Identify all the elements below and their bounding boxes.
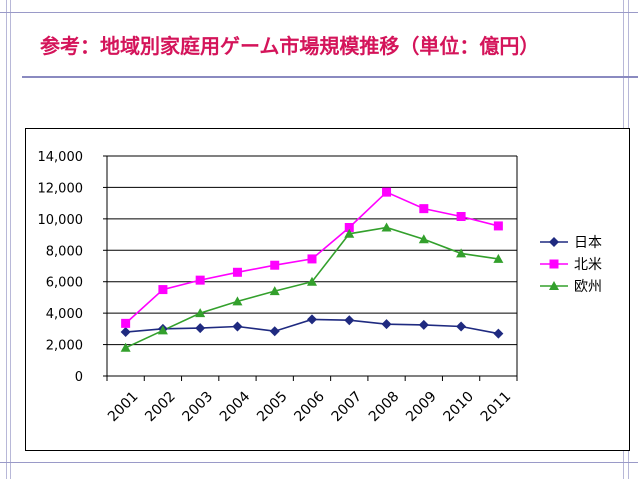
data-point-1 [232,267,242,277]
data-point-2 [195,308,206,318]
decor-top-line [0,12,638,13]
series-markers [120,187,504,352]
legend-marker-1 [549,259,559,269]
x-tick-label: 2010 [440,389,477,426]
y-tick-label: 2,000 [46,339,83,354]
data-point-1 [195,275,205,285]
title-underline [22,76,638,78]
x-tick-label: 2005 [254,389,291,426]
data-point-1 [307,254,317,264]
data-point-1 [270,260,280,270]
data-point-2 [307,276,317,286]
y-tick-label: 4,000 [46,307,83,322]
axes [103,155,518,381]
x-tick-label: 2009 [403,389,440,426]
y-tick-labels: 0 2,000 4,000 6,000 8,000 10,000 12,000 14,000 [38,150,84,385]
legend-label: 欧州 [574,279,602,295]
y-tick-label: 0 [75,370,83,385]
x-tick-label: 2003 [180,389,217,426]
data-point-2 [157,325,168,335]
decor-bottom-line [0,462,638,463]
decor-left-line-2 [10,0,11,479]
decor-left-line [6,0,7,479]
x-tick-label: 2008 [366,389,403,426]
legend-marker-0 [549,237,559,247]
x-tick-label: 2007 [329,389,366,426]
data-point-0 [381,319,392,330]
data-point-1 [344,223,354,232]
data-point-0 [307,314,317,325]
legend-marker-2 [549,281,559,290]
data-point-2 [418,234,429,244]
y-tick-label: 6,000 [46,276,83,291]
x-tick-label: 2006 [291,389,328,426]
y-tick-label: 8,000 [46,244,83,259]
data-point-2 [232,296,243,306]
data-point-0 [493,328,504,339]
x-tick-label: 2001 [105,389,142,426]
data-point-2 [381,222,392,232]
legend-label: 北米 [574,257,602,273]
data-point-2 [493,253,504,263]
data-point-0 [232,321,243,332]
y-tick-label: 14,000 [38,150,84,165]
data-point-1 [382,187,392,197]
data-point-1 [158,285,168,295]
data-point-2 [344,228,355,238]
data-point-1 [493,221,503,231]
x-tick-labels: 2001 2002 2003 2004 2005 2006 2007 2008 2009 2010… [105,389,514,426]
data-point-1 [419,204,429,214]
data-point-0 [418,319,429,330]
data-point-0 [456,321,467,332]
data-point-2 [120,342,131,352]
x-tick-label: 2011 [478,389,515,426]
y-tick-label: 12,000 [38,181,84,196]
data-point-0 [269,326,280,337]
data-point-1 [121,318,131,328]
page-title: 参考：地域別家庭用ゲーム市場規模推移（単位：億円） [40,34,540,58]
data-point-0 [195,323,206,334]
legend-label: 日本 [574,235,602,251]
series-line-2 [125,226,499,349]
y-tick-label: 10,000 [38,213,84,228]
data-point-1 [456,212,466,221]
x-tick-label: 2004 [217,389,254,426]
data-point-0 [344,315,355,326]
chart-frame [25,128,630,451]
gridlines [107,155,517,346]
x-tick-label: 2002 [142,389,179,426]
data-point-2 [269,286,280,296]
data-point-0 [120,327,131,337]
data-point-2 [456,248,467,258]
